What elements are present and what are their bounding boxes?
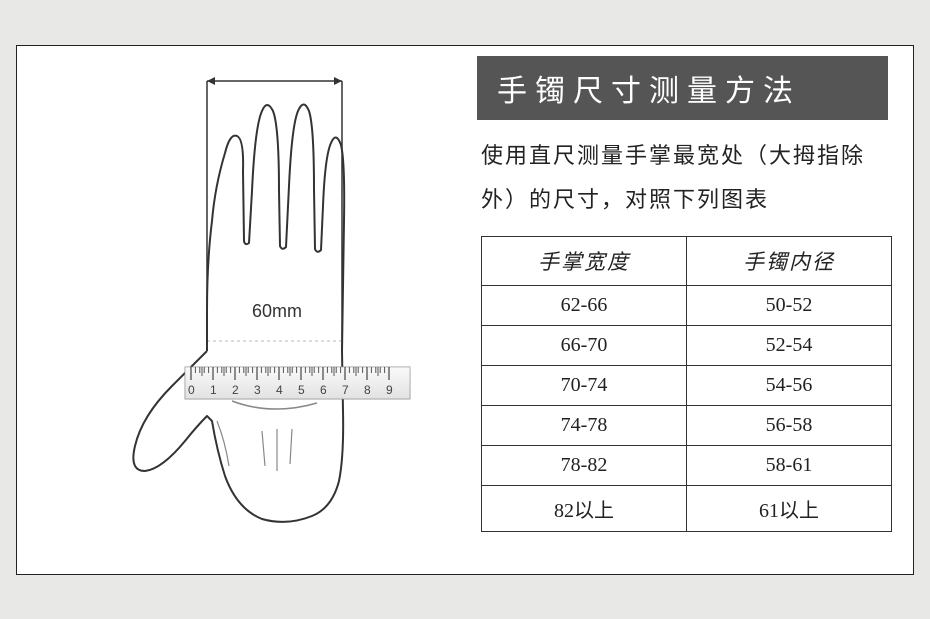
svg-text:9: 9: [386, 383, 393, 397]
cell-palm-width: 66-70: [482, 326, 687, 366]
table-header-row: 手掌宽度 手镯内径: [482, 237, 892, 286]
cell-palm-width: 74-78: [482, 406, 687, 446]
svg-text:5: 5: [298, 383, 305, 397]
measurement-label: 60mm: [252, 301, 302, 322]
cell-palm-width: 78-82: [482, 446, 687, 486]
cell-bracelet-diameter: 61以上: [687, 486, 892, 532]
cell-bracelet-diameter: 50-52: [687, 286, 892, 326]
cell-bracelet-diameter: 56-58: [687, 406, 892, 446]
table-row: 62-6650-52: [482, 286, 892, 326]
table-row: 82以上61以上: [482, 486, 892, 532]
ruler-graphic: 0 1 2 3 4 5 6 7 8 9: [185, 367, 410, 399]
cell-bracelet-diameter: 52-54: [687, 326, 892, 366]
info-panel: 手镯尺寸测量方法 使用直尺测量手掌最宽处（大拇指除外）的尺寸，对照下列图表 手掌…: [477, 46, 913, 574]
title-bar: 手镯尺寸测量方法: [477, 56, 888, 120]
svg-text:2: 2: [232, 383, 239, 397]
svg-text:7: 7: [342, 383, 349, 397]
instructions-text: 使用直尺测量手掌最宽处（大拇指除外）的尺寸，对照下列图表: [481, 134, 888, 222]
illustration-panel: 0 1 2 3 4 5 6 7 8 9 60mm: [17, 46, 477, 574]
col-header-palm-width: 手掌宽度: [482, 237, 687, 286]
svg-text:1: 1: [210, 383, 217, 397]
table-row: 78-8258-61: [482, 446, 892, 486]
cell-palm-width: 82以上: [482, 486, 687, 532]
table-row: 70-7454-56: [482, 366, 892, 406]
svg-text:4: 4: [276, 383, 283, 397]
svg-text:8: 8: [364, 383, 371, 397]
table-row: 66-7052-54: [482, 326, 892, 366]
table-row: 74-7856-58: [482, 406, 892, 446]
cell-bracelet-diameter: 54-56: [687, 366, 892, 406]
cell-palm-width: 70-74: [482, 366, 687, 406]
svg-text:6: 6: [320, 383, 327, 397]
content-frame: 0 1 2 3 4 5 6 7 8 9 60mm 手镯尺寸测量方法 使用直尺测量手掌最宽处（大拇指…: [16, 45, 914, 575]
svg-text:3: 3: [254, 383, 261, 397]
svg-text:0: 0: [188, 383, 195, 397]
size-table: 手掌宽度 手镯内径 62-6650-5266-7052-5470-7454-56…: [481, 236, 892, 532]
col-header-bracelet-diameter: 手镯内径: [687, 237, 892, 286]
cell-bracelet-diameter: 58-61: [687, 446, 892, 486]
cell-palm-width: 62-66: [482, 286, 687, 326]
